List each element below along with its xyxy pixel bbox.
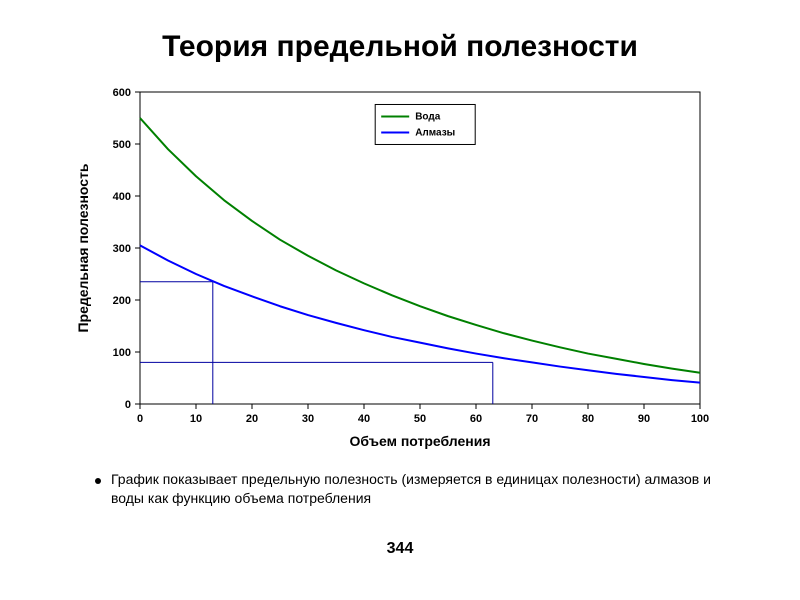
caption-text: График показывает предельную полезность …	[111, 470, 735, 508]
page-number: 344	[0, 540, 800, 558]
svg-text:300: 300	[113, 243, 131, 255]
utility-chart: 0 10 20 30 40 50 60 70 80 90 100 0 100 200 300 400 500 60…	[70, 80, 710, 460]
svg-text:90: 90	[638, 413, 650, 425]
svg-text:70: 70	[526, 413, 538, 425]
svg-text:60: 60	[470, 413, 482, 425]
svg-text:Вода: Вода	[415, 111, 441, 122]
svg-text:Алмазы: Алмазы	[415, 127, 455, 138]
svg-text:100: 100	[113, 347, 131, 359]
slide: Теория предельной полезности 0 10 20 30 40 50…	[0, 0, 800, 600]
svg-text:400: 400	[113, 191, 131, 203]
svg-text:600: 600	[113, 87, 131, 99]
svg-text:0: 0	[137, 413, 143, 425]
caption-block: График показывает предельную полезность …	[95, 470, 735, 508]
svg-text:Предельная полезность: Предельная полезность	[75, 163, 91, 332]
svg-text:40: 40	[358, 413, 370, 425]
svg-text:10: 10	[190, 413, 202, 425]
bullet-row: График показывает предельную полезность …	[95, 470, 735, 508]
svg-text:80: 80	[582, 413, 594, 425]
bullet-icon	[95, 478, 101, 484]
chart-container: 0 10 20 30 40 50 60 70 80 90 100 0 100 200 300 400 500 60…	[70, 80, 710, 460]
svg-text:Объем потребления: Объем потребления	[349, 433, 490, 449]
svg-text:100: 100	[691, 413, 709, 425]
svg-text:500: 500	[113, 139, 131, 151]
svg-text:200: 200	[113, 295, 131, 307]
svg-text:0: 0	[125, 399, 131, 411]
slide-title: Теория предельной полезности	[0, 30, 800, 64]
svg-text:20: 20	[246, 413, 258, 425]
svg-text:50: 50	[414, 413, 426, 425]
svg-text:30: 30	[302, 413, 314, 425]
